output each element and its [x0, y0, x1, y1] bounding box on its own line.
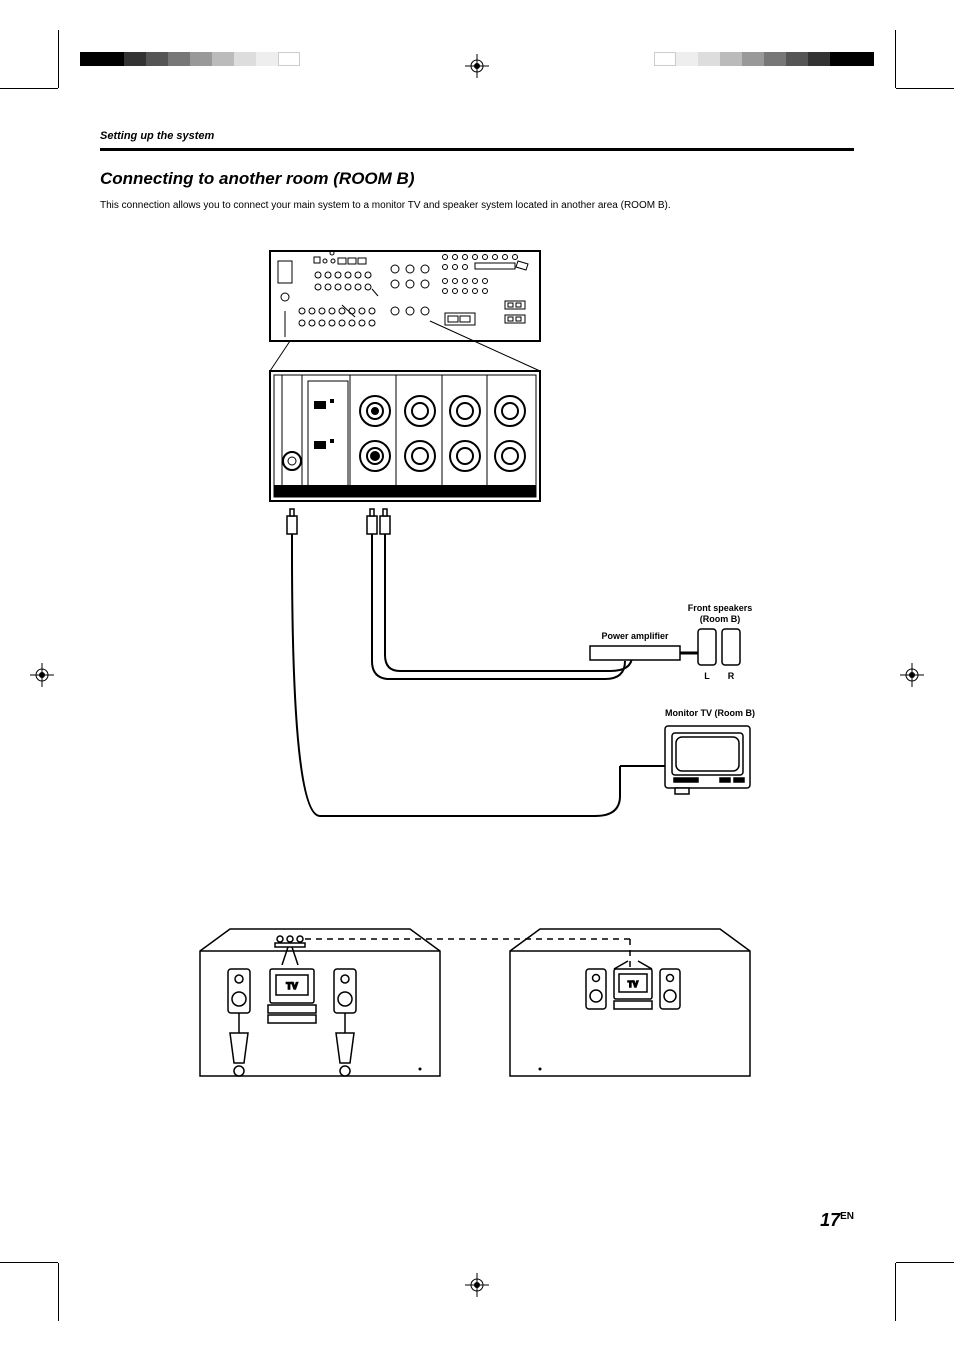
- crop-mark: [58, 30, 59, 88]
- section-rule: [100, 148, 854, 151]
- color-bar: [654, 52, 874, 66]
- crop-mark: [58, 1263, 59, 1321]
- crop-mark: [896, 88, 954, 89]
- power-amplifier-label: Power amplifier: [601, 631, 669, 641]
- front-speakers-sub: (Room B): [700, 614, 741, 624]
- registration-mark-icon: [465, 1273, 489, 1297]
- speaker-right-label: R: [728, 671, 735, 681]
- crop-mark: [0, 1262, 58, 1263]
- crop-mark: [896, 1262, 954, 1263]
- page-number: 17EN: [820, 1210, 854, 1231]
- tv-label-room-b: TV: [628, 980, 639, 989]
- crop-mark: [895, 30, 896, 88]
- color-bar: [80, 52, 300, 66]
- crop-mark: [0, 88, 58, 89]
- room-layout-diagram: TV: [190, 921, 760, 1091]
- monitor-tv-label: Monitor TV (Room B): [665, 708, 755, 718]
- registration-mark-icon: [30, 663, 54, 687]
- front-speakers-label: Front speakers: [688, 603, 753, 613]
- tv-label-room-a: TV: [286, 981, 298, 991]
- running-head: Setting up the system: [100, 130, 854, 142]
- connection-diagram: Power amplifier Front speakers (Room B) …: [260, 241, 740, 861]
- registration-mark-icon: [465, 54, 489, 78]
- speaker-left-label: L: [704, 671, 710, 681]
- crop-mark: [895, 1263, 896, 1321]
- section-title: Connecting to another room (ROOM B): [100, 169, 854, 189]
- registration-mark-icon: [900, 663, 924, 687]
- page-content: Setting up the system Connecting to anot…: [100, 130, 854, 1091]
- body-text: This connection allows you to connect yo…: [100, 199, 854, 213]
